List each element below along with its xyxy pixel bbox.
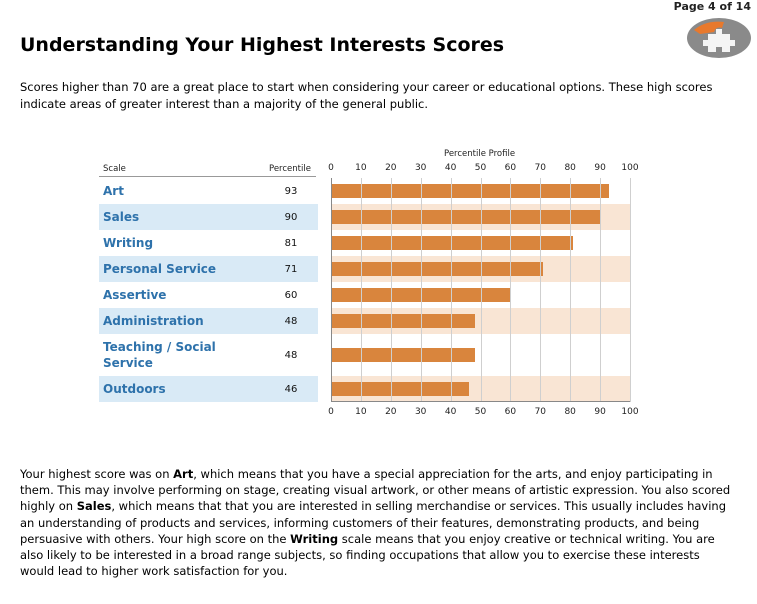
percentile-value: 71 <box>284 263 298 275</box>
gridline <box>390 178 392 402</box>
summary-bold-sales: Sales <box>76 499 112 514</box>
scale-name: Outdoors <box>103 382 166 396</box>
top-tick-label: 20 <box>385 163 397 173</box>
percentile-bar <box>331 210 601 224</box>
gridline <box>450 178 452 402</box>
scale-cell: Outdoors 46 <box>99 376 318 402</box>
percentile-bar <box>331 262 544 276</box>
top-tick-label: 50 <box>474 163 487 173</box>
bottom-tick-label: 30 <box>414 407 427 417</box>
percentile-value: 90 <box>284 211 298 223</box>
top-tick-label: 70 <box>534 163 547 173</box>
percentile-value: 48 <box>284 349 298 361</box>
percentile-column-header: Percentile <box>269 164 311 174</box>
top-tick-label: 30 <box>414 163 427 173</box>
percentile-value: 60 <box>284 289 298 301</box>
top-tick-label: 60 <box>504 163 517 173</box>
top-tick-label: 40 <box>444 163 457 173</box>
gridline <box>600 178 602 402</box>
scale-name: Administration <box>103 314 204 328</box>
puzzle-logo-icon <box>687 18 751 58</box>
percentile-bar <box>331 184 610 198</box>
gridline <box>540 178 542 402</box>
table-row: Sales 90 <box>99 204 630 230</box>
bottom-tick-label: 90 <box>594 407 606 417</box>
header-divider <box>99 176 316 177</box>
scale-cell: Assertive 60 <box>99 282 318 308</box>
gridline <box>510 178 512 402</box>
bottom-tick-label: 80 <box>564 407 576 417</box>
percentile-bar <box>331 314 475 328</box>
scale-cell: Administration 48 <box>99 308 318 334</box>
scale-column-header: Scale <box>103 164 126 174</box>
table-row: Art 93 <box>99 178 630 204</box>
profile-header: Percentile Profile <box>444 149 516 159</box>
bottom-tick-label: 100 <box>621 407 639 417</box>
scale-cell: Sales 90 <box>99 204 318 230</box>
summary-text: , which means that that you are interest… <box>20 499 727 546</box>
percentile-value: 48 <box>284 315 298 327</box>
top-tick-label: 100 <box>621 163 639 173</box>
gridline <box>360 178 362 402</box>
bottom-tick-label: 40 <box>444 407 457 417</box>
scale-cell: Teaching / Social Service 48 <box>99 334 318 376</box>
scale-name: Writing <box>103 236 154 250</box>
bottom-tick-label: 20 <box>385 407 397 417</box>
gridline <box>570 178 572 402</box>
intro-paragraph: Scores higher than 70 are a great place … <box>20 80 713 111</box>
percentile-value: 93 <box>284 185 298 197</box>
gridline <box>420 178 422 402</box>
top-tick-label: 80 <box>564 163 576 173</box>
percentile-bar <box>331 382 469 396</box>
percentile-bar <box>331 348 475 362</box>
scale-cell: Art 93 <box>99 178 318 204</box>
scale-cell: Personal Service 71 <box>99 256 318 282</box>
scale-name: Personal Service <box>103 262 217 276</box>
table-row: Teaching / Social Service 48 <box>99 334 630 376</box>
scale-name: Assertive <box>103 288 167 302</box>
scale-cell: Writing 81 <box>99 230 318 256</box>
summary-text: scale means that you enjoy creative or t… <box>20 531 715 579</box>
page-label: Page 4 of 14 <box>673 0 751 13</box>
bottom-tick-label: 10 <box>355 407 367 417</box>
gridline <box>480 178 482 402</box>
scale-name: Art <box>103 184 124 198</box>
top-tick-label: 0 <box>328 163 334 173</box>
bar-cell <box>331 178 630 204</box>
top-tick-label: 90 <box>594 163 606 173</box>
scale-name: Sales <box>103 210 140 224</box>
bottom-tick-label: 0 <box>328 407 334 417</box>
summary-bold-writing: Writing <box>290 531 339 546</box>
summary-text: Your highest score was on <box>20 467 174 481</box>
chart-frame <box>331 178 630 402</box>
scale-name: Teaching / Social Service <box>103 340 216 370</box>
gridline <box>630 178 631 402</box>
summary-text: , which means that you have a special ap… <box>20 467 731 514</box>
bottom-tick-label: 70 <box>534 407 547 417</box>
page-title: Understanding Your Highest Interests Sco… <box>20 34 505 56</box>
bottom-tick-label: 50 <box>474 407 487 417</box>
summary-paragraph: Your highest score was on Art, which mea… <box>20 466 735 579</box>
percentile-value: 81 <box>284 237 298 249</box>
bar-cell <box>331 334 630 376</box>
percentile-value: 46 <box>284 383 298 395</box>
top-tick-label: 10 <box>355 163 367 173</box>
summary-bold-art: Art <box>173 467 194 481</box>
bottom-tick-label: 60 <box>504 407 517 417</box>
